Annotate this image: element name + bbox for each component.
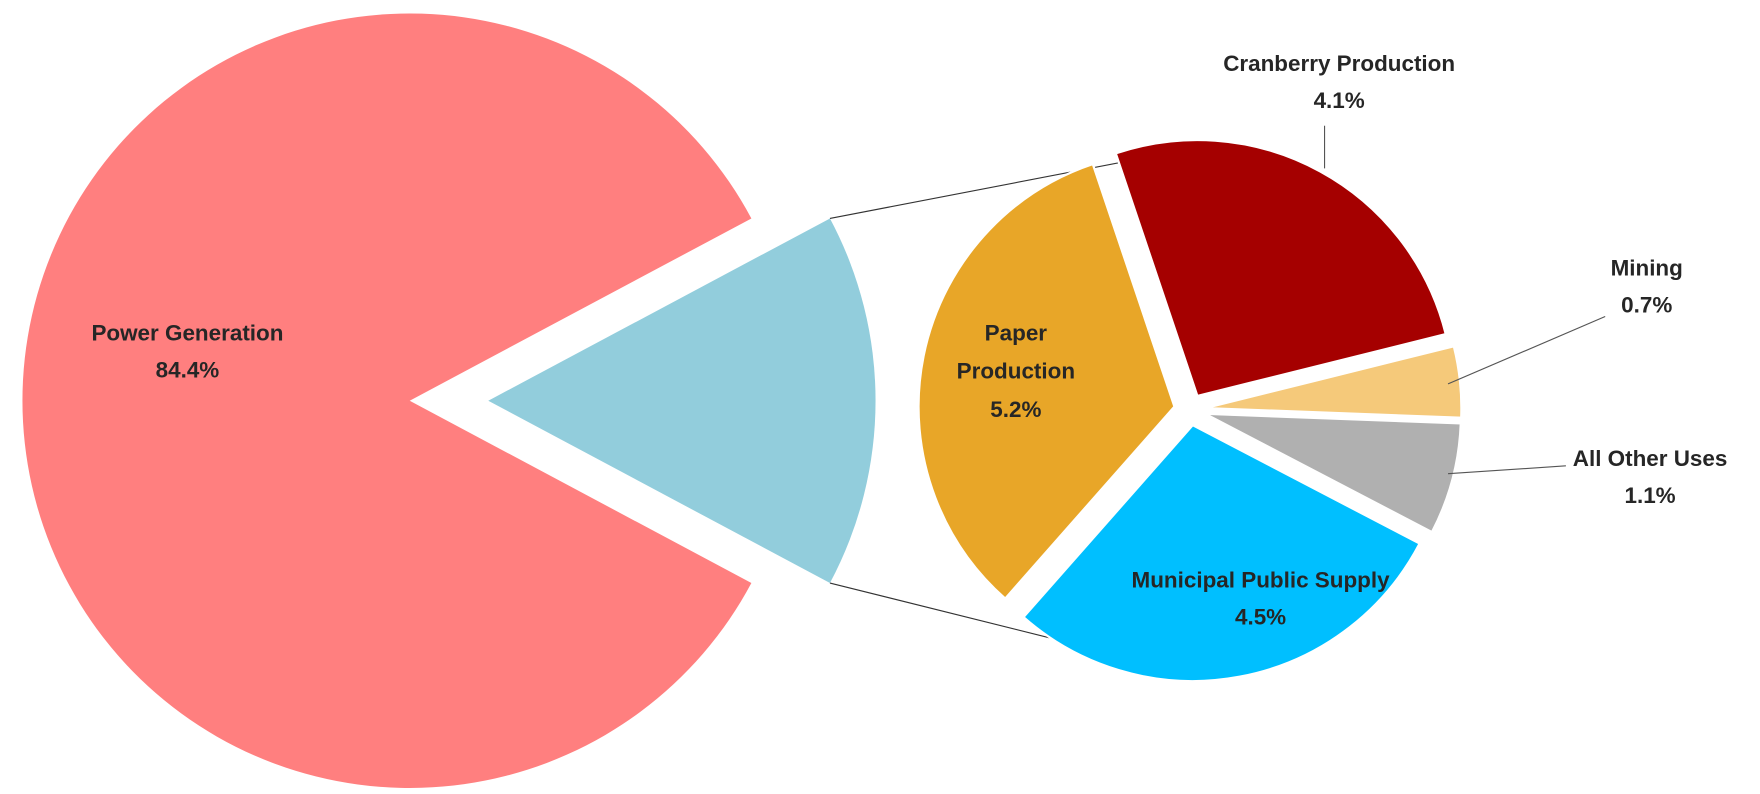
slice-value-label: 4.1% — [1314, 88, 1365, 113]
slice-value-label: 4.5% — [1235, 604, 1286, 629]
slice-value-label: 84.4% — [156, 357, 220, 382]
slice-value-label: 5.2% — [990, 397, 1041, 422]
pie-slice — [1204, 412, 1462, 534]
slice-label: Paper — [985, 320, 1048, 345]
leader-line — [1447, 465, 1566, 475]
pie-slice — [1205, 344, 1463, 419]
slice-label: All Other Uses — [1573, 446, 1728, 471]
pie-slice — [917, 162, 1176, 601]
leader-line — [1447, 316, 1606, 385]
slice-label: Cranberry Production — [1223, 51, 1455, 76]
slice-label: Production — [957, 359, 1075, 384]
pie-slice-group — [488, 218, 876, 584]
pie-slice — [22, 13, 752, 788]
slice-value-label: 1.1% — [1624, 483, 1675, 508]
slice-label: Municipal Public Supply — [1132, 567, 1391, 592]
slice-label: Power Generation — [91, 320, 283, 345]
plot: Power Generation 84.4% Paper Production 5.2%… — [22, 13, 1727, 788]
slice-label: Mining — [1611, 255, 1683, 280]
slice-value-label: 0.7% — [1621, 292, 1672, 317]
pie-slice — [1021, 423, 1422, 683]
pie-slice — [1114, 138, 1448, 398]
